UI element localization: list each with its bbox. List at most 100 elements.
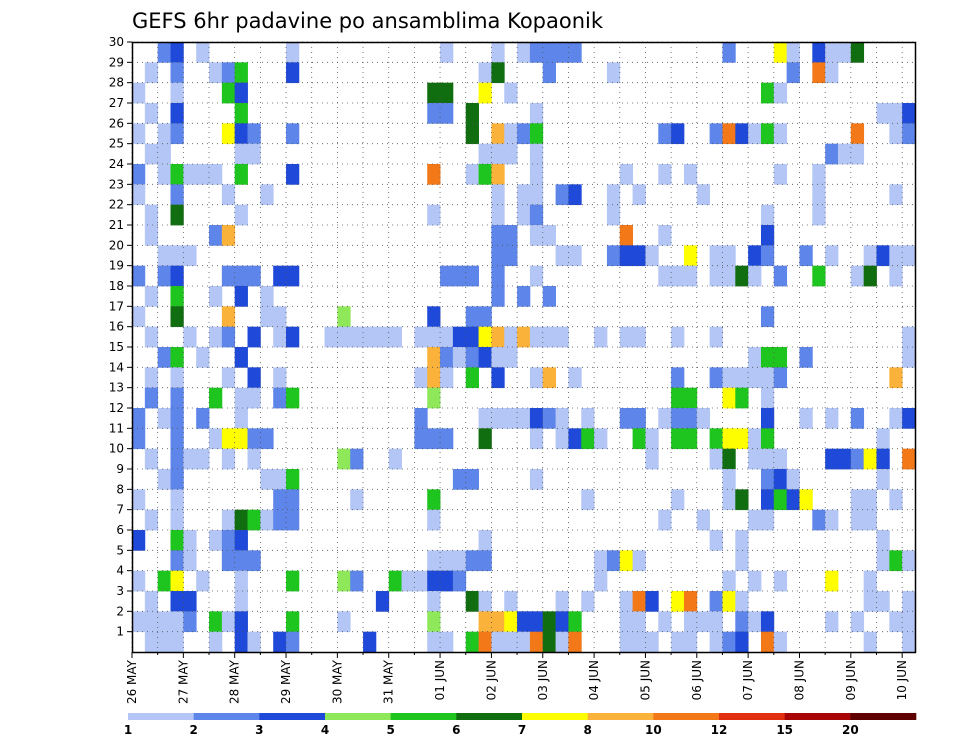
heatmap-cell (478, 62, 492, 84)
heatmap-cell (529, 408, 544, 429)
heatmap-cell (273, 631, 287, 653)
heatmap-cell (221, 123, 236, 145)
heatmap-cell (260, 286, 274, 307)
heatmap-cell (286, 489, 300, 511)
heatmap-cell (491, 62, 505, 84)
heatmap-cell (619, 164, 634, 185)
heatmap-cell (658, 164, 672, 185)
heatmap-cell (786, 469, 800, 490)
heatmap-cell (427, 509, 441, 531)
heatmap-cell (337, 448, 351, 470)
heatmap-cell (491, 631, 505, 653)
y-tick-label: 28 (109, 76, 124, 90)
x-tick-label: 28 MAY (228, 659, 242, 704)
heatmap-cell (850, 509, 865, 531)
heatmap-cell (440, 42, 454, 63)
heatmap-cell (722, 265, 736, 287)
heatmap-cell (260, 509, 274, 531)
heatmap-cell (234, 428, 248, 450)
heatmap-cell (221, 448, 236, 470)
heatmap-cell (658, 225, 672, 246)
heatmap-cell (722, 489, 736, 511)
heatmap-cell (671, 631, 685, 653)
heatmap-cell (555, 42, 569, 63)
heatmap-cell (414, 367, 428, 389)
heatmap-cell (529, 611, 544, 633)
heatmap-cell (812, 184, 826, 206)
heatmap-cell (619, 550, 634, 572)
heatmap-cell (902, 347, 916, 368)
heatmap-cell (709, 530, 723, 551)
colorbar-label: 8 (583, 723, 591, 737)
heatmap-cell (209, 286, 223, 307)
heatmap-cell (735, 387, 749, 409)
heatmap-cell (709, 123, 723, 145)
colorbar-segment (850, 713, 917, 720)
heatmap-cell (581, 591, 595, 612)
heatmap-cell (273, 387, 287, 409)
heatmap-cell (209, 387, 223, 409)
heatmap-cell (555, 326, 569, 348)
heatmap-cell (902, 448, 916, 470)
heatmap-cell (170, 306, 184, 328)
heatmap-cell (440, 82, 454, 104)
heatmap-cell (850, 448, 865, 470)
heatmap-cell (773, 347, 788, 368)
heatmap-cell (529, 631, 544, 653)
heatmap-cell (363, 326, 377, 348)
heatmap-cell (465, 469, 479, 490)
heatmap-cell (619, 225, 634, 246)
heatmap-cell (478, 428, 492, 450)
heatmap-cell (157, 347, 171, 368)
heatmap-cells (132, 42, 916, 653)
colorbar-label: 1 (124, 723, 132, 737)
heatmap-cell (619, 631, 634, 653)
x-tick-label: 27 MAY (176, 659, 190, 704)
y-tick-label: 17 (109, 299, 124, 313)
heatmap-cell (478, 591, 492, 612)
heatmap-cell (529, 225, 544, 246)
heatmap-cell (491, 265, 505, 287)
y-axis: 1234567891011121314151617181920212223242… (109, 35, 132, 639)
heatmap-cell (773, 82, 788, 104)
heatmap-cell (517, 326, 531, 348)
heatmap-cell (286, 326, 300, 348)
heatmap-cell (452, 469, 467, 490)
x-tick-label: 04 JUN (587, 660, 601, 700)
colorbar-segment (193, 713, 260, 720)
heatmap-cell (658, 123, 672, 145)
heatmap-cell (504, 225, 518, 246)
heatmap-cell (157, 123, 171, 145)
heatmap-cell (683, 245, 698, 267)
colorbar-label: 12 (711, 723, 728, 737)
heatmap-cell (170, 611, 184, 633)
heatmap-cell (606, 550, 621, 572)
heatmap-cell (209, 326, 223, 348)
heatmap-cell (632, 591, 646, 612)
colorbar-label: 10 (645, 723, 662, 737)
heatmap-cell (517, 286, 531, 307)
heatmap-cell (414, 326, 428, 348)
colorbar-segment (390, 713, 457, 720)
heatmap-cell (491, 225, 505, 246)
heatmap-cell (683, 428, 698, 450)
heatmap-cell (786, 489, 800, 511)
heatmap-cell (273, 326, 287, 348)
y-tick-label: 10 (109, 442, 124, 456)
heatmap-cell (645, 245, 659, 267)
heatmap-cell (902, 123, 916, 145)
colorbar-segment (128, 713, 194, 720)
heatmap-cell (183, 530, 197, 551)
y-tick-label: 18 (109, 279, 124, 293)
heatmap-cell (902, 591, 916, 612)
heatmap-cell (837, 42, 852, 63)
y-tick-label: 14 (109, 360, 124, 374)
heatmap-cell (234, 550, 248, 572)
heatmap-cell (671, 367, 685, 389)
heatmap-cell (683, 387, 698, 409)
heatmap-cell (760, 631, 775, 653)
heatmap-cell (452, 326, 467, 348)
heatmap-cell (722, 42, 736, 63)
heatmap-cell (491, 42, 505, 63)
heatmap-cell (144, 326, 159, 348)
